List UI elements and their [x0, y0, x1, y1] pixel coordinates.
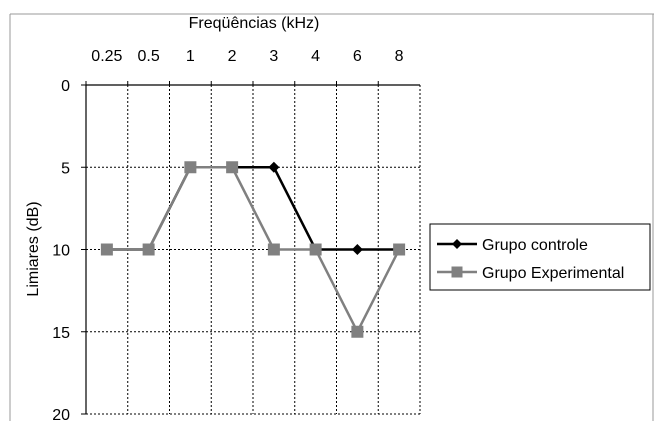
series-grupo-experimental: [100, 161, 406, 338]
axis-layer: 0.25 0.5 1 2 3 4 6 8 0 5 10 15 20: [52, 48, 420, 424]
legend-item: Grupo controle: [437, 237, 588, 254]
x-tick-label: 4: [311, 48, 320, 65]
data-point-square: [142, 243, 155, 256]
x-tick-label: 1: [186, 48, 195, 65]
x-tick-label: 3: [269, 48, 278, 65]
data-point-square: [351, 325, 364, 338]
y-tick-label: 15: [52, 325, 70, 342]
legend-box: [429, 223, 651, 291]
legend: Grupo controle Grupo Experimental: [429, 223, 651, 291]
data-point-square: [451, 266, 463, 278]
y-axis-label: Limiares (dB): [25, 201, 42, 296]
data-point-square: [267, 243, 280, 256]
data-point-square: [100, 243, 113, 256]
x-tick-label: 8: [395, 48, 404, 65]
legend-label: Grupo controle: [482, 237, 588, 254]
data-point-square: [309, 243, 322, 256]
data-point-square: [226, 161, 239, 174]
series-line: [106, 166, 401, 335]
x-tick-label: 2: [228, 48, 237, 65]
legend-label: Grupo Experimental: [482, 265, 624, 282]
y-tick-label: 5: [61, 160, 70, 177]
y-tick-label: 10: [52, 243, 70, 260]
x-tick-label: 0.25: [91, 48, 122, 65]
data-point-diamond: [452, 239, 462, 249]
y-tick-label: 20: [52, 407, 70, 421]
chart-title: Freqüências (kHz): [189, 15, 320, 32]
x-tick-label: 6: [353, 48, 362, 65]
series-layer: [100, 161, 406, 338]
data-point-square: [393, 243, 406, 256]
data-point-diamond: [268, 161, 280, 173]
legend-item: Grupo Experimental: [437, 265, 624, 282]
x-tick-label: 0.5: [138, 48, 160, 65]
y-tick-label: 0: [61, 78, 70, 95]
data-point-square: [184, 161, 197, 174]
data-point-diamond: [351, 244, 363, 255]
